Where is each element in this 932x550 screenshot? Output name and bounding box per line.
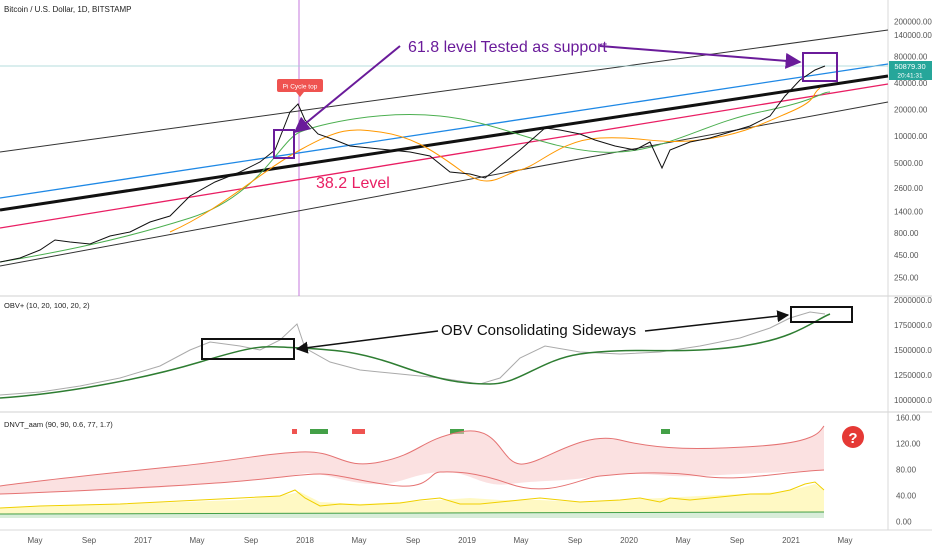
price-axis-tick: 5000.00 — [894, 159, 923, 168]
price-axis-tick: 80000.00 — [894, 53, 928, 62]
obv-axis-tick: 1250000.00 — [894, 371, 932, 380]
time-axis[interactable]: May Sep 2017 May Sep 2018 May Sep 2019 May Sep 2020… — [27, 536, 852, 545]
time-axis-label: Sep — [406, 536, 421, 545]
ma-orange-line[interactable] — [169, 87, 821, 233]
time-axis-label: 2018 — [296, 536, 314, 545]
obv-box-2017[interactable] — [201, 338, 295, 360]
price-pane[interactable]: 61.8 level Tested as support 38.2 Level … — [0, 0, 932, 296]
obv-arrow-left — [295, 330, 439, 354]
dnvt-axis-tick: 160.00 — [896, 413, 921, 422]
current-price-tag — [889, 61, 932, 80]
pi-cycle-tag-pointer — [296, 92, 304, 97]
dnvt-signal-green-2 — [450, 429, 464, 434]
dnvt-signal-red-1 — [292, 429, 297, 434]
dnvt-axis-tick: 0.00 — [896, 517, 912, 526]
obv-axis-tick: 1750000.00 — [894, 321, 932, 330]
pi-cycle-box[interactable] — [273, 129, 295, 159]
dnvt-mid-band[interactable] — [0, 469, 825, 495]
arrow-to-pi-box — [293, 45, 401, 134]
obv-axis[interactable]: 2000000.00 1750000.00 1500000.00 1250000.00… — [894, 296, 932, 405]
dnvt-upper-band-fill — [0, 426, 824, 494]
time-axis-label: 2021 — [782, 536, 800, 545]
time-axis-label: May — [351, 536, 366, 545]
obv-axis-tick: 2000000.00 — [894, 296, 932, 305]
time-axis-label: 2020 — [620, 536, 638, 545]
obv-arrow-right — [644, 310, 790, 332]
ma-green-line[interactable] — [0, 91, 831, 263]
obv-axis-tick: 1000000.00 — [894, 396, 932, 405]
annotation-fib618: 61.8 level Tested as support — [408, 39, 608, 56]
price-axis-tick: 450.00 — [894, 251, 919, 260]
time-axis-label: Sep — [82, 536, 97, 545]
price-axis-tick: 10000.00 — [894, 132, 928, 141]
dnvt-signal-green-1 — [310, 429, 328, 434]
dnvt-axis[interactable]: 160.00 120.00 80.00 40.00 0.00 — [896, 413, 921, 526]
annotation-obv: OBV Consolidating Sideways — [441, 322, 636, 339]
dnvt-upper-band[interactable] — [0, 425, 825, 487]
dnvt-axis-tick: 80.00 — [896, 465, 917, 474]
bar-countdown-timer: 20:41:31 — [897, 73, 923, 80]
obv-axis-tick: 1500000.00 — [894, 346, 932, 355]
time-axis-label: Sep — [244, 536, 259, 545]
time-axis-label: 2017 — [134, 536, 152, 545]
pi-cycle-label: Pi Cycle top — [283, 84, 318, 91]
time-axis-label: May — [189, 536, 204, 545]
obv-ma-line[interactable] — [0, 313, 831, 399]
price-axis-tick: 40000.00 — [894, 79, 928, 88]
dnvt-signal-red-2 — [352, 429, 365, 434]
time-axis-label: 2019 — [458, 536, 476, 545]
question-icon[interactable] — [842, 426, 864, 448]
current-price-value: 50879.30 — [894, 62, 925, 71]
pi-cycle-tag[interactable] — [277, 79, 323, 92]
time-axis-label: May — [513, 536, 528, 545]
question-icon-glyph: ? — [848, 430, 857, 447]
dnvt-line[interactable] — [0, 481, 825, 509]
dnvt-pane[interactable]: DNVT_aam (90, 90, 0.6, 77, 1.7) ? 160.00… — [0, 413, 921, 526]
price-axis-tick: 140000.00 — [894, 31, 932, 40]
obv-box-2021[interactable] — [790, 306, 853, 323]
upper-channel-line[interactable] — [0, 29, 889, 153]
time-axis-label: May — [27, 536, 42, 545]
price-axis-tick: 200000.00 — [894, 18, 932, 27]
dnvt-axis-tick: 40.00 — [896, 491, 917, 500]
fib-382-line[interactable] — [0, 83, 889, 229]
obv-indicator-label[interactable]: OBV+ (10, 20, 100, 20, 2) — [4, 301, 90, 310]
time-axis-label: Sep — [730, 536, 745, 545]
time-axis-label: Sep — [568, 536, 583, 545]
dnvt-lower-band[interactable] — [0, 511, 825, 515]
current-support-box[interactable] — [802, 52, 838, 82]
dnvt-signal-green-3 — [661, 429, 670, 434]
price-axis-tick: 2600.00 — [894, 184, 923, 193]
obv-pane[interactable]: OBV+ (10, 20, 100, 20, 2) OBV Consolidat… — [0, 296, 932, 405]
dnvt-indicator-label[interactable]: DNVT_aam (90, 90, 0.6, 77, 1.7) — [4, 420, 113, 429]
price-axis[interactable]: 200000.00 140000.00 80000.00 40000.00 20000.… — [894, 18, 932, 283]
main-trend-line[interactable] — [0, 74, 889, 212]
dnvt-yellow-fill — [0, 484, 824, 514]
obv-line[interactable] — [0, 311, 826, 396]
fib-618-line[interactable] — [0, 63, 889, 199]
symbol-title[interactable]: Bitcoin / U.S. Dollar, 1D, BITSTAMP — [4, 5, 131, 14]
time-axis-label: May — [675, 536, 690, 545]
price-axis-tick: 800.00 — [894, 229, 919, 238]
price-axis-tick: 20000.00 — [894, 106, 928, 115]
arrow-to-support-box — [599, 45, 802, 69]
btc-price-line[interactable] — [0, 65, 826, 263]
price-axis-tick: 250.00 — [894, 273, 919, 282]
dnvt-axis-tick: 120.00 — [896, 439, 921, 448]
time-axis-label: May — [837, 536, 852, 545]
price-axis-tick: 1400.00 — [894, 207, 923, 216]
annotation-fib382: 38.2 Level — [316, 175, 390, 192]
